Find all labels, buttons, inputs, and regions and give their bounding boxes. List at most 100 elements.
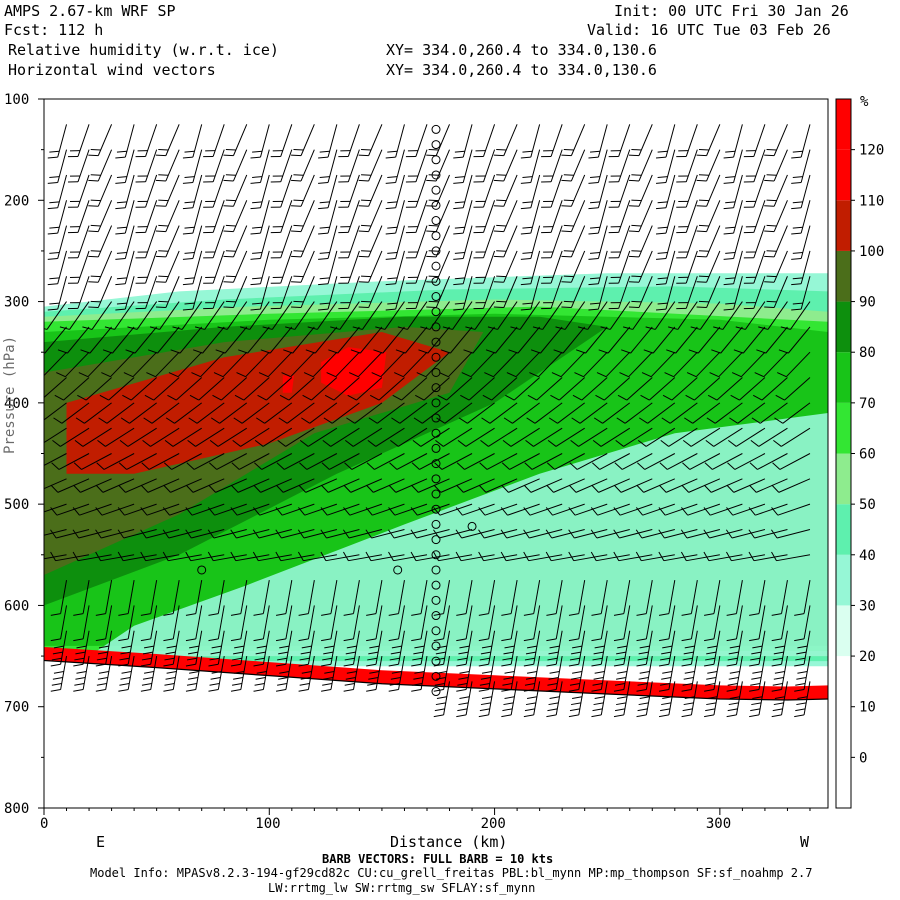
- barb-flag: [97, 651, 108, 655]
- barb-flag: [568, 714, 579, 718]
- wind-barb: [682, 453, 721, 470]
- barb-shaft: [97, 225, 113, 258]
- barb-shaft: [393, 528, 428, 539]
- wind-barb: [655, 200, 676, 235]
- wind-barb: [277, 427, 315, 447]
- barb-flag: [90, 250, 101, 252]
- barb-shaft: [339, 301, 360, 330]
- barb-flag: [236, 372, 246, 378]
- wind-barb: [658, 681, 676, 718]
- barb-shaft: [452, 301, 473, 330]
- wind-barb: [723, 124, 743, 159]
- barb-flag: [163, 689, 174, 692]
- wind-barb: [270, 250, 293, 284]
- barb-flag: [88, 179, 99, 182]
- wind-barb: [95, 551, 135, 562]
- barb-flag: [433, 663, 444, 667]
- barb-flag: [143, 645, 155, 649]
- barb-flag: [347, 394, 357, 401]
- x-tick-label: 200: [481, 816, 506, 832]
- barb-shaft: [443, 580, 451, 614]
- rh-saturated-surface-layer: [44, 647, 828, 701]
- barb-flag: [252, 507, 261, 516]
- barb-shaft: [778, 478, 811, 493]
- barb-flag: [394, 372, 404, 378]
- wind-barb: [442, 301, 473, 330]
- wind-barb: [703, 503, 743, 516]
- barb-shaft: [675, 326, 698, 354]
- barb-flag: [589, 201, 601, 204]
- barb-flag: [764, 255, 775, 258]
- barb-flag: [412, 683, 423, 686]
- barb-flag: [299, 462, 308, 470]
- barb-flag: [588, 232, 599, 235]
- barb-flag: [346, 645, 357, 649]
- wind-barb: [117, 503, 157, 516]
- wind-barb: [553, 326, 586, 354]
- barb-shaft: [100, 554, 135, 562]
- barb-flag: [254, 657, 265, 661]
- wind-barb: [97, 427, 135, 447]
- barb-shaft: [327, 200, 338, 234]
- wind-barb: [127, 301, 158, 330]
- barb-shaft: [491, 377, 518, 401]
- wind-barb: [735, 301, 766, 330]
- barb-shaft: [735, 580, 743, 614]
- wind-barb: [493, 225, 518, 258]
- barb-shaft: [127, 605, 135, 639]
- barb-flag: [638, 651, 649, 655]
- barb-flag: [456, 714, 467, 718]
- barb-flag: [34, 373, 43, 377]
- wind-barb: [510, 301, 541, 330]
- wind-barb: [99, 377, 135, 401]
- barb-shaft: [307, 580, 315, 614]
- barb-shaft: [558, 377, 586, 401]
- barb-flag: [545, 551, 552, 561]
- barb-flag: [791, 207, 802, 210]
- barb-flag: [698, 250, 709, 252]
- barb-shaft: [781, 427, 811, 447]
- wind-barb: [135, 124, 158, 158]
- barb-flag: [185, 507, 193, 516]
- barb-flag: [31, 418, 39, 423]
- wind-barb: [118, 655, 135, 692]
- barb-shaft: [259, 503, 292, 516]
- barb-flag: [297, 551, 304, 561]
- wind-barb: [752, 377, 788, 401]
- barb-flag: [791, 232, 802, 235]
- wind-barb: [117, 528, 157, 539]
- barb-flag: [752, 670, 763, 674]
- barb-shaft: [105, 605, 113, 639]
- barb-flag: [143, 417, 153, 424]
- wind-barb: [185, 528, 225, 539]
- wind-barb: [453, 124, 473, 159]
- barb-shaft: [497, 301, 518, 330]
- barb-flag: [75, 677, 86, 680]
- calm-wind-circle: [431, 489, 441, 499]
- wind-barb: [658, 655, 676, 692]
- wind-barb: [478, 503, 518, 516]
- barb-flag: [121, 670, 132, 674]
- barb-flag: [230, 613, 241, 616]
- colorbar-label: 0: [859, 750, 867, 766]
- barb-shaft: [148, 453, 180, 470]
- barb-flag: [291, 154, 302, 157]
- barb-flag: [391, 645, 402, 649]
- barb-flag: [369, 645, 380, 649]
- barb-flag: [47, 181, 58, 184]
- barb-flag: [522, 277, 533, 280]
- wind-barb: [561, 225, 586, 258]
- barb-flag: [426, 281, 437, 283]
- wind-barb: [662, 377, 698, 401]
- wind-barb: [791, 200, 811, 235]
- barb-shaft: [247, 326, 270, 354]
- calm-wind-circle: [431, 398, 441, 408]
- wind-barb: [338, 225, 360, 259]
- wind-barb: [185, 551, 225, 562]
- barb-flag: [184, 201, 195, 204]
- wind-barb: [668, 301, 698, 330]
- barb-shaft: [706, 200, 721, 232]
- barb-shaft: [347, 200, 360, 233]
- wind-barb: [72, 528, 112, 539]
- wind-barb: [208, 453, 247, 470]
